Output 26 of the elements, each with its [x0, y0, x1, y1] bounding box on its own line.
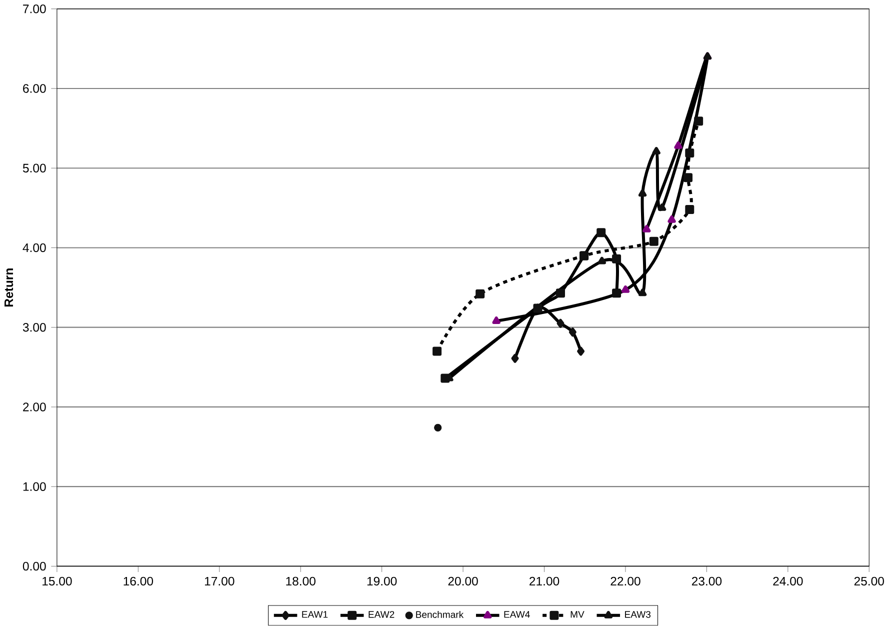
x-tick-label: 22.00	[610, 577, 640, 586]
x-tick-label: 24.00	[773, 577, 803, 586]
y-tick-label: 2.00	[23, 402, 46, 412]
y-tick-label: 1.00	[23, 482, 46, 492]
x-tick-label: 16.00	[124, 577, 154, 586]
legend-label: EAW2	[368, 611, 394, 618]
x-tick-label: 23.00	[692, 577, 722, 586]
legend-label: EAW3	[625, 611, 650, 618]
x-tick-label: 20.00	[448, 577, 478, 586]
y-tick-label: 7.00	[23, 4, 46, 14]
legend-label: MV	[570, 611, 584, 618]
x-tick-label: 15.00	[42, 577, 72, 586]
x-tick-label: 25.00	[854, 577, 884, 586]
y-tick-label: 0.00	[22, 562, 46, 571]
x-tick-label: 17.00	[204, 577, 234, 586]
x-tick-label: 18.00	[286, 577, 316, 586]
x-tick-label: 19.00	[367, 577, 397, 586]
y-tick-label: 6.00	[23, 84, 46, 94]
legend-label: EAW4	[504, 611, 530, 618]
x-tick-label: 21.00	[530, 577, 560, 586]
y-tick-label: 3.00	[22, 323, 46, 332]
y-axis-title: Return	[4, 268, 14, 307]
legend-label: Benchmark	[416, 611, 464, 618]
y-tick-label: 5.00	[22, 164, 46, 173]
y-tick-label: 4.00	[22, 244, 46, 252]
legend-label: EAW1	[302, 611, 328, 618]
